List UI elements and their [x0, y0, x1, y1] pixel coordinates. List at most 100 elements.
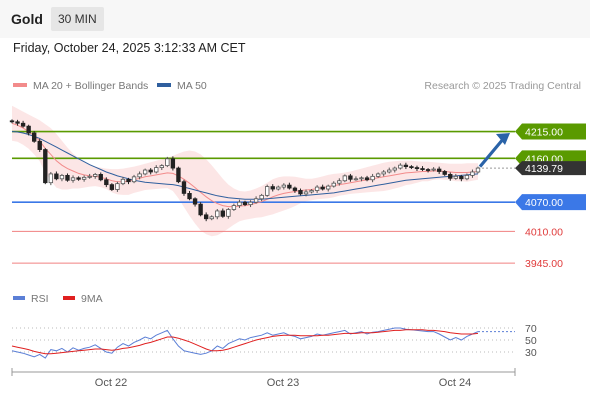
legend-label-ma50: MA 50	[177, 80, 207, 92]
level-label-4215.00: 4215.00	[525, 127, 563, 139]
candle-body	[215, 210, 220, 218]
candle-body	[54, 173, 59, 180]
bollinger-band-area	[12, 105, 478, 237]
rsi-ma-line	[11, 329, 479, 355]
candle-body	[48, 173, 54, 184]
candle-body	[414, 167, 420, 169]
candle-body	[192, 198, 198, 205]
candle-body	[276, 186, 281, 190]
candle-body	[309, 190, 314, 193]
candle-body	[475, 167, 481, 173]
candle-body	[170, 158, 176, 169]
rsi-line	[11, 327, 479, 359]
candle-body	[220, 210, 225, 217]
legend-swatch-rsi-ma	[63, 296, 75, 301]
level-label-3945.00: 3945.00	[525, 258, 563, 270]
candle-body	[281, 184, 287, 188]
candle-body	[237, 201, 242, 206]
candle-body	[287, 184, 292, 189]
candle-body	[131, 176, 137, 183]
last-price-tag	[515, 161, 586, 176]
projection-arrow-head	[496, 133, 510, 145]
x-tick-oct-24: Oct 24	[439, 377, 471, 389]
legend-ma50: MA 50	[157, 80, 207, 92]
projection-arrow	[478, 133, 510, 168]
legend-rsi-ma: 9MA	[63, 293, 103, 305]
candle-body	[176, 167, 181, 183]
level-tag-4070.00	[515, 194, 586, 211]
candle-body	[104, 179, 109, 186]
candle-body	[70, 177, 76, 181]
x-tick-oct-22: Oct 22	[95, 377, 127, 389]
candle-body	[409, 166, 414, 169]
candle-body	[109, 184, 115, 190]
level-label-4070.00: 4070.00	[525, 197, 563, 209]
legend-swatch-ma50	[157, 83, 171, 88]
candle-body	[436, 168, 442, 172]
candle-body	[326, 185, 331, 190]
candle-body	[76, 177, 81, 180]
rsi-tick-30: 30	[525, 347, 537, 359]
candle-body	[59, 174, 65, 180]
candle-body	[209, 216, 214, 220]
candle-body	[65, 174, 70, 181]
candle-body	[43, 149, 48, 184]
candle-body	[298, 190, 303, 195]
legend-label-ma20: MA 20 + Bollinger Bands	[33, 80, 149, 92]
candle-body	[159, 165, 164, 168]
candle-body	[37, 140, 42, 150]
candlesticks	[9, 119, 481, 222]
candle-body	[337, 180, 342, 184]
candle-body	[398, 164, 403, 169]
candle-body	[448, 174, 453, 179]
legend-label-rsi-ma: 9MA	[81, 293, 103, 305]
candle-body	[364, 177, 370, 181]
candle-body	[137, 173, 142, 178]
copyright-notice: Research © 2025 Trading Central	[424, 80, 581, 92]
candle-body	[9, 120, 15, 123]
candle-body	[98, 174, 103, 181]
candle-body	[331, 182, 336, 187]
instrument-title: Gold	[11, 11, 43, 27]
candle-body	[32, 132, 37, 142]
candle-body	[242, 201, 248, 206]
candle-body	[359, 177, 364, 180]
candle-body	[15, 121, 20, 124]
candle-body	[303, 191, 309, 195]
candle-body	[375, 173, 381, 177]
datetime-label: Friday, October 24, 2025 3:12:33 AM CET	[13, 41, 246, 55]
candle-body	[20, 122, 26, 127]
candle-body	[148, 169, 153, 173]
candle-body	[353, 178, 359, 181]
candle-body	[142, 169, 148, 175]
bollinger-band-fill	[12, 105, 478, 237]
candle-body	[464, 174, 470, 180]
candle-body	[231, 205, 237, 210]
candle-body	[181, 181, 187, 194]
rsi-tick-50: 50	[525, 335, 537, 347]
candle-body	[459, 175, 464, 180]
candle-body	[81, 176, 87, 180]
candle-body	[203, 214, 209, 220]
candle-body	[425, 169, 431, 171]
candle-body	[470, 171, 475, 176]
level-tag-4215.00	[515, 123, 586, 140]
candle-body	[292, 187, 298, 191]
candle-body	[120, 178, 126, 185]
candle-body	[165, 158, 170, 167]
candle-body	[26, 125, 31, 134]
legend-rsi: RSI	[13, 293, 49, 305]
candle-body	[87, 175, 92, 178]
candle-body	[387, 169, 392, 173]
timeframe-badge[interactable]: 30 MIN	[51, 7, 104, 31]
candle-body	[115, 183, 120, 190]
x-tick-oct-23: Oct 23	[267, 377, 299, 389]
ma50-line	[11, 131, 479, 200]
candle-body	[198, 203, 203, 216]
candle-body	[226, 209, 231, 217]
candle-body	[187, 193, 192, 200]
candle-body	[265, 186, 270, 196]
level-labels: 4215.004160.004070.004010.003945.004139.…	[515, 123, 586, 270]
